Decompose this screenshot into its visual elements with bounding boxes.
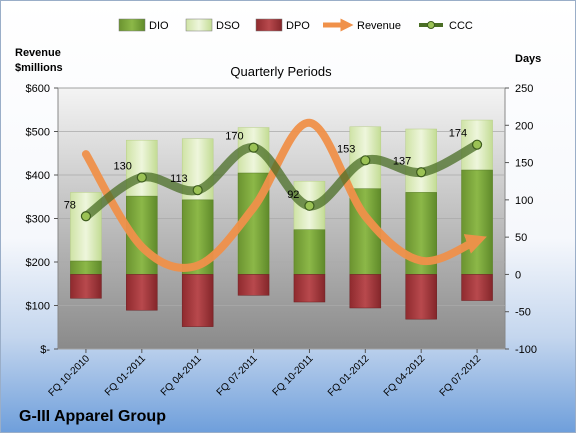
x-tick-label: FQ 07-2012 (438, 353, 484, 399)
company-name: G-III Apparel Group (19, 408, 166, 425)
ccc-data-label: 174 (449, 128, 467, 140)
dpo-bar (126, 274, 158, 311)
right-tick-label: 150 (515, 158, 533, 170)
ccc-data-label: 153 (337, 143, 355, 155)
dio-bar (461, 169, 493, 275)
legend-swatch-dpo (255, 18, 283, 32)
left-tick-label: $200 (26, 257, 50, 269)
dpo-bar (181, 274, 214, 327)
left-tick-label: $100 (26, 301, 50, 313)
left-axis-ticks: $600 $500 $400 $300 $200 $100 $- (26, 83, 58, 356)
ccc-point (136, 172, 147, 183)
legend-label-dpo: DPO (286, 20, 310, 32)
right-axis-ticks: 250 200 150 100 50 0 -50 -100 (505, 83, 537, 356)
legend-swatch-dso (185, 18, 213, 32)
dpo-bar (349, 274, 382, 309)
right-axis-title: Days (515, 53, 541, 65)
dpo-bar (461, 274, 493, 301)
ccc-line (81, 140, 482, 221)
left-tick-label: $300 (26, 214, 50, 226)
ccc-data-label: 137 (393, 155, 411, 167)
dpo-bar (405, 274, 437, 320)
ccc-point (80, 211, 92, 222)
left-axis-title-line2: $millions (15, 62, 63, 74)
legend-swatch-dio (118, 18, 146, 32)
right-tick-label: 200 (515, 120, 533, 132)
x-tick-label: FQ 04-2011 (159, 353, 204, 398)
right-tick-label: 50 (515, 232, 527, 244)
left-tick-label: $- (40, 344, 50, 356)
right-tick-label: -100 (515, 344, 537, 356)
x-tick-label: FQ 10-2011 (271, 353, 316, 398)
bars (70, 119, 493, 327)
dio-bar (293, 229, 326, 275)
ccc-series: 78 130 113 170 92 153 137 174 (64, 128, 483, 222)
ccc-point (471, 139, 483, 150)
legend-label-ccc: CCC (449, 20, 473, 32)
legend: DIO DSO DPO Revenue CCC (118, 18, 473, 32)
ccc-point (360, 155, 371, 166)
left-tick-label: $600 (26, 83, 50, 95)
ccc-point (304, 200, 315, 211)
ccc-point (416, 167, 427, 178)
ccc-data-label: 92 (287, 189, 299, 201)
legend-marker-ccc (427, 21, 435, 29)
legend-label-revenue: Revenue (357, 20, 401, 32)
ccc-data-label: 170 (225, 131, 243, 143)
left-tick-label: $500 (26, 127, 50, 139)
right-tick-label: 250 (515, 83, 533, 95)
ccc-data-label: 78 (64, 199, 76, 211)
ccc-data-label: 130 (113, 160, 131, 172)
ccc-point (192, 185, 203, 196)
chart-title: Quarterly Periods (230, 64, 332, 79)
dpo-bar (70, 274, 102, 299)
legend-label-dso: DSO (216, 20, 240, 32)
dpo-bar (237, 274, 270, 296)
x-tick-label: FQ 01-2012 (326, 353, 372, 399)
x-tick-label: FQ 07-2011 (215, 353, 260, 398)
legend-label-dio: DIO (149, 20, 169, 32)
ccc-point (248, 142, 259, 153)
x-tick-label: FQ 04-2012 (382, 353, 428, 399)
x-tick-label: FQ 10-2010 (47, 353, 93, 399)
x-tick-label: FQ 01-2011 (103, 353, 148, 398)
dio-bar (70, 260, 102, 275)
dpo-bar (293, 274, 326, 303)
left-axis-title-line1: Revenue (15, 47, 61, 59)
ccc-data-label: 113 (170, 173, 188, 185)
left-tick-label: $400 (26, 170, 50, 182)
x-axis-ticks: FQ 10-2010 FQ 01-2011 FQ 04-2011 FQ 07-2011… (47, 349, 484, 399)
right-tick-label: -50 (515, 307, 531, 319)
right-tick-label: 0 (515, 269, 521, 281)
right-tick-label: 100 (515, 195, 533, 207)
